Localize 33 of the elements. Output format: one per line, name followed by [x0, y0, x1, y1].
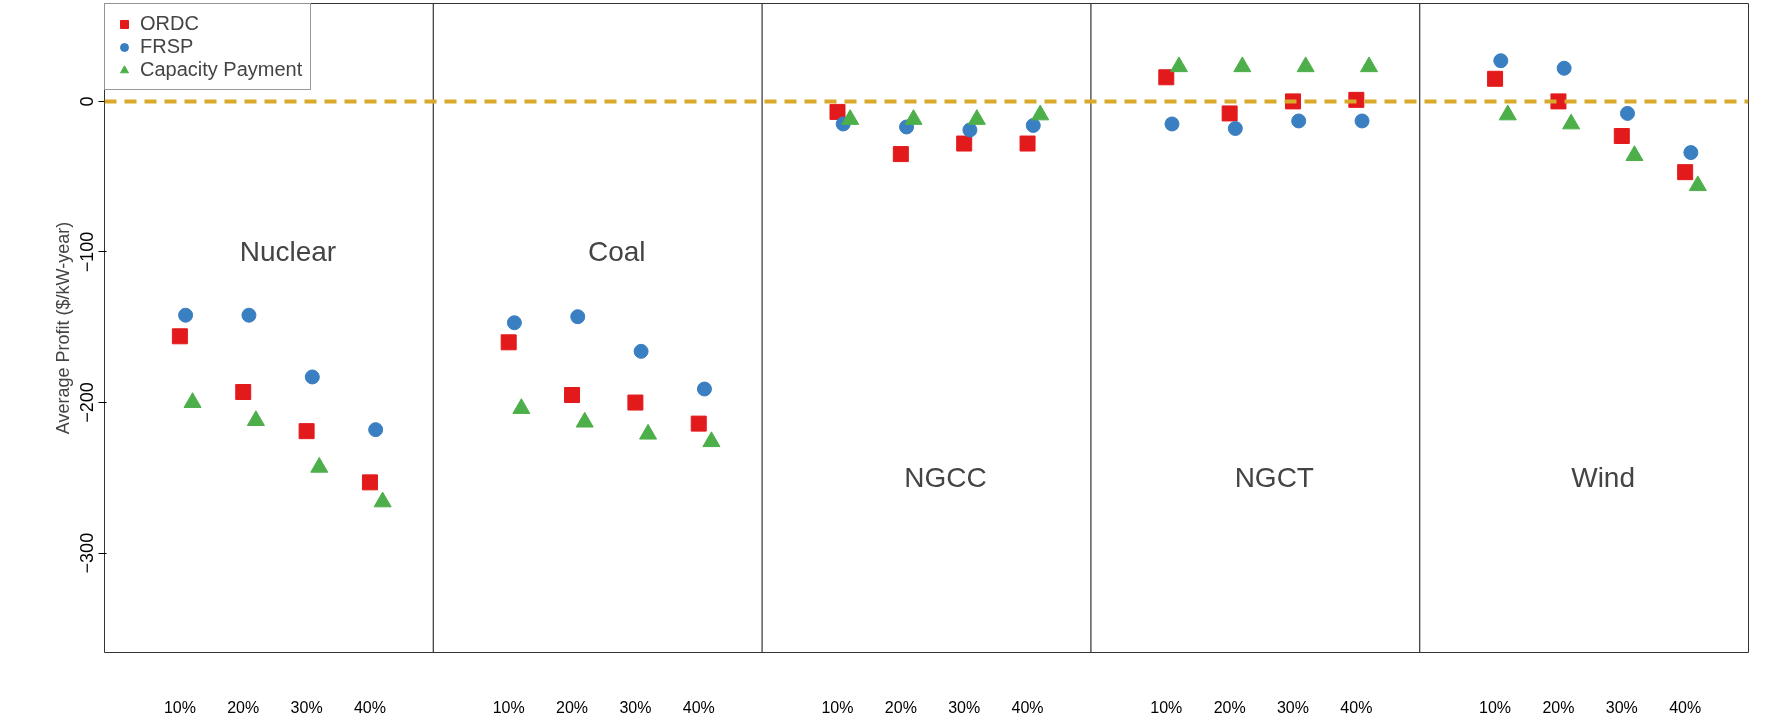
legend-label: FRSP — [140, 35, 194, 58]
annotation: NGCC — [904, 462, 987, 494]
x-tick-label: 40% — [353, 698, 386, 716]
x-tick-label: 30% — [948, 698, 981, 716]
x-tick-label: 30% — [1605, 698, 1638, 716]
x-tick-label: 20% — [227, 698, 260, 716]
x-tick-label: 40% — [682, 698, 715, 716]
x-tick-label: 10% — [163, 698, 196, 716]
x-tick-label: 20% — [1213, 698, 1246, 716]
annotation: Coal — [587, 236, 646, 268]
x-tick-label: 40% — [1340, 698, 1373, 716]
x-tick-label: 20% — [884, 698, 917, 716]
annotation: Nuclear — [239, 236, 337, 268]
x-tick-label: 30% — [290, 698, 323, 716]
annotation: Wind — [1571, 462, 1636, 494]
x-tick-label: 20% — [556, 698, 589, 716]
annotation: NGCT — [1234, 462, 1314, 494]
legend-label: Capacity Payment — [140, 58, 303, 81]
y-tick-label: −300 — [77, 532, 98, 574]
x-tick-label: 40% — [1011, 698, 1044, 716]
y-tick-label: 0 — [77, 96, 98, 107]
y-tick-label: −200 — [77, 382, 98, 423]
x-tick-label: 10% — [492, 698, 525, 716]
x-tick-label: 30% — [1276, 698, 1310, 716]
x-tick-label: 30% — [619, 698, 652, 716]
x-tick-label: 10% — [821, 698, 854, 716]
legend-label: ORDC — [140, 12, 199, 35]
x-tick-label: 10% — [1479, 698, 1512, 716]
y-axis-title: Average Profit ($/kW-year) — [52, 221, 73, 435]
x-tick-label: 40% — [1669, 698, 1702, 716]
x-tick-label: 20% — [1542, 698, 1575, 716]
x-tick-label: 10% — [1150, 698, 1183, 716]
y-tick-label: −100 — [77, 231, 98, 273]
